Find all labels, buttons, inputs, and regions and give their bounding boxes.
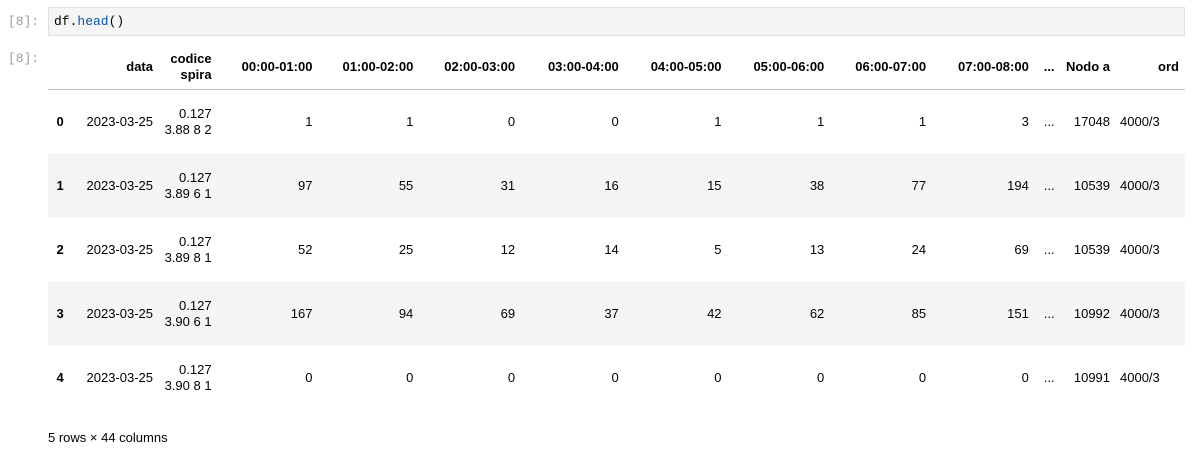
table-cell: 0.127 3.90 8 1 [164, 362, 212, 393]
code-object: df. [54, 14, 78, 29]
column-header: 00:00-01:00 [217, 45, 319, 90]
table-row: 4 2023-03-25 0.127 3.90 8 1 0 0 0 0 0 0 0 0... 1099… [48, 346, 1185, 410]
column-header: 01:00-02:00 [318, 45, 420, 90]
column-header: data [69, 45, 159, 90]
table-cell: 4000/3 [1120, 306, 1160, 321]
table-cell: 10991 [1073, 370, 1111, 385]
table-cell: 0.127 3.89 6 1 [164, 170, 212, 201]
table-cell: 0 [714, 370, 722, 385]
table-cell: 0 [507, 370, 516, 385]
table-cell: 2023-03-25 [86, 178, 154, 193]
table-cell: 0 [918, 370, 927, 385]
table-cell: 38 [809, 178, 825, 193]
table-cell: 25 [398, 242, 414, 257]
table-cell: 31 [500, 178, 516, 193]
table-cell: 0.127 3.88 8 2 [164, 106, 212, 137]
column-header: 06:00-07:00 [830, 45, 933, 90]
table-cell: 0 [611, 370, 619, 385]
table-cell: 15 [707, 178, 722, 193]
table-cell: 24 [911, 242, 927, 257]
table-cell: 3 [1021, 114, 1029, 129]
table-cell: 17048 [1073, 114, 1111, 129]
table-cell: 0.127 3.89 8 1 [164, 234, 212, 265]
table-cell: 151 [1007, 306, 1029, 321]
dataframe-table: data codice spira 00:00-01:00 01:00-02:00 02… [48, 45, 1185, 410]
table-cell: 52 [297, 242, 313, 257]
table-cell: 16 [604, 178, 619, 193]
table-cell: 10539 [1073, 178, 1111, 193]
table-cell: 1 [714, 114, 722, 129]
column-header: 03:00-04:00 [521, 45, 625, 90]
table-cell: 94 [398, 306, 414, 321]
table-row: 2 2023-03-25 0.127 3.89 8 1 52 25 12 14 5 13 24 69… [48, 218, 1185, 282]
code-input[interactable]: df.head() [48, 7, 1185, 36]
table-cell: 4000/3 [1120, 370, 1160, 385]
table-cell: 0 [1021, 370, 1029, 385]
table-cell: 4000/3 [1120, 242, 1160, 257]
table-cell: 69 [1014, 242, 1029, 257]
column-header: 04:00-05:00 [624, 45, 728, 90]
column-header: 07:00-08:00 [932, 45, 1035, 90]
output-prompt: [8]: [8, 51, 40, 66]
row-index: 2 [56, 242, 64, 257]
code-args: () [108, 14, 125, 29]
table-cell: 10992 [1073, 306, 1111, 321]
column-header: 02:00-03:00 [419, 45, 522, 90]
table-cell: 2023-03-25 [86, 370, 154, 385]
table-cell: 194 [1007, 178, 1029, 193]
table-cell: 55 [398, 178, 414, 193]
row-index: 4 [56, 370, 64, 385]
table-cell: 0.127 3.90 6 1 [164, 298, 212, 329]
table-cell: 5 [714, 242, 722, 257]
shape-summary: 5 rows × 44 columns [48, 430, 168, 445]
column-header: ... [1034, 45, 1061, 90]
column-header [48, 45, 70, 90]
table-cell: 1 [305, 114, 313, 129]
table-cell: 4000/3 [1120, 114, 1160, 129]
table-cell: 14 [604, 242, 619, 257]
table-cell: 2023-03-25 [86, 114, 154, 129]
table-cell: ... [1043, 306, 1055, 321]
column-header: Nodo a [1060, 45, 1117, 90]
table-cell: 62 [809, 306, 825, 321]
table-cell: 97 [297, 178, 313, 193]
table-row: 0 2023-03-25 0.127 3.88 8 2 1 1 0 0 1 1 1 3... 1704… [48, 90, 1185, 155]
table-cell: 1 [918, 114, 927, 129]
table-cell: ... [1043, 114, 1055, 129]
header-row: data codice spira 00:00-01:00 01:00-02:00 02… [48, 45, 1185, 90]
table-cell: 85 [911, 306, 927, 321]
row-index: 1 [56, 178, 64, 193]
table-cell: 1 [817, 114, 825, 129]
table-cell: 10539 [1073, 242, 1111, 257]
table-cell: ... [1043, 370, 1055, 385]
input-prompt: [8]: [8, 14, 40, 29]
table-row: 3 2023-03-25 0.127 3.90 6 1 167 94 69 37 42 62 85… [48, 282, 1185, 346]
table-cell: 0 [507, 114, 516, 129]
table-cell: 42 [707, 306, 722, 321]
column-header: ord [1116, 45, 1185, 90]
column-header: codice spira [159, 45, 218, 90]
column-header: 05:00-06:00 [727, 45, 831, 90]
table-cell: 1 [406, 114, 414, 129]
table-cell: 13 [809, 242, 825, 257]
row-index: 3 [56, 306, 64, 321]
table-cell: 12 [500, 242, 516, 257]
table-cell: 2023-03-25 [86, 306, 154, 321]
dataframe-output: data codice spira 00:00-01:00 01:00-02:00 02… [48, 45, 1185, 410]
table-cell: 167 [290, 306, 313, 321]
table-cell: 0 [406, 370, 414, 385]
table-cell: 0 [817, 370, 825, 385]
table-cell: 77 [911, 178, 927, 193]
table-cell: 37 [604, 306, 619, 321]
table-cell: 69 [500, 306, 516, 321]
table-cell: 2023-03-25 [86, 242, 154, 257]
table-cell: 4000/3 [1120, 178, 1160, 193]
row-index: 0 [56, 114, 64, 129]
table-row: 1 2023-03-25 0.127 3.89 6 1 97 55 31 16 15 38 77 1… [48, 154, 1185, 218]
table-cell: 0 [611, 114, 619, 129]
code-function: head [77, 14, 109, 29]
table-cell: ... [1043, 242, 1055, 257]
table-cell: ... [1043, 178, 1055, 193]
table-cell: 0 [305, 370, 313, 385]
